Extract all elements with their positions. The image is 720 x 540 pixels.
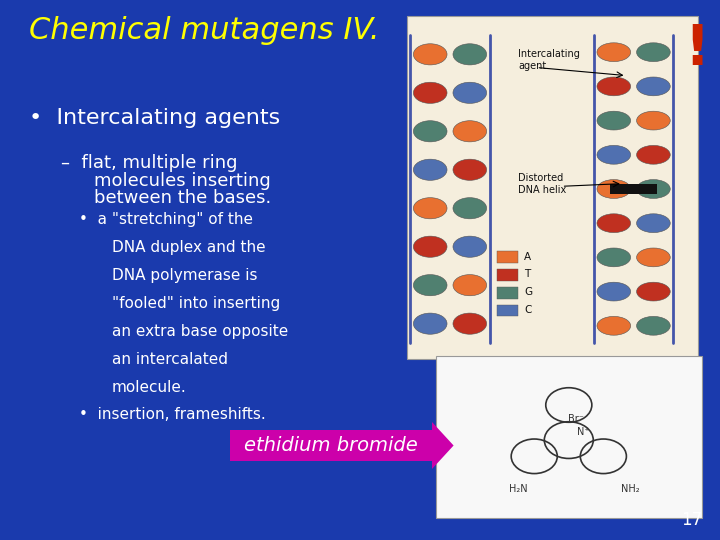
Text: molecule.: molecule.: [112, 380, 186, 395]
Text: an extra base opposite: an extra base opposite: [112, 324, 288, 339]
Ellipse shape: [636, 180, 670, 198]
Ellipse shape: [413, 198, 447, 219]
Text: Chemical mutagens IV.: Chemical mutagens IV.: [29, 16, 379, 45]
Text: ethidium bromide: ethidium bromide: [244, 436, 418, 455]
Text: "fooled" into inserting: "fooled" into inserting: [112, 296, 280, 311]
Ellipse shape: [597, 214, 631, 233]
Text: DNA polymerase is: DNA polymerase is: [112, 268, 257, 283]
Ellipse shape: [597, 282, 631, 301]
Ellipse shape: [636, 248, 670, 267]
Ellipse shape: [413, 44, 447, 65]
Text: •  a "stretching" of the: • a "stretching" of the: [79, 212, 253, 227]
Text: 17: 17: [681, 511, 702, 529]
Ellipse shape: [636, 77, 670, 96]
Text: G: G: [524, 287, 532, 297]
Ellipse shape: [597, 77, 631, 96]
Ellipse shape: [597, 316, 631, 335]
Ellipse shape: [453, 82, 487, 103]
Text: T: T: [524, 269, 531, 279]
Ellipse shape: [636, 282, 670, 301]
Ellipse shape: [636, 43, 670, 62]
Text: between the bases.: between the bases.: [94, 189, 271, 207]
Ellipse shape: [413, 121, 447, 142]
Bar: [497, 251, 518, 263]
Ellipse shape: [453, 275, 487, 296]
Text: Distorted
DNA helix: Distorted DNA helix: [518, 173, 567, 195]
Ellipse shape: [453, 198, 487, 219]
Ellipse shape: [597, 248, 631, 267]
Text: molecules inserting: molecules inserting: [94, 172, 270, 190]
Bar: [230, 430, 432, 461]
Ellipse shape: [413, 313, 447, 334]
Text: NH₂: NH₂: [621, 484, 639, 494]
Ellipse shape: [453, 313, 487, 334]
Ellipse shape: [413, 275, 447, 296]
Text: !: !: [684, 22, 710, 76]
Ellipse shape: [597, 180, 631, 198]
Text: H₂N: H₂N: [509, 484, 528, 494]
Ellipse shape: [413, 159, 447, 180]
Text: A: A: [524, 252, 531, 261]
Text: N⁺: N⁺: [577, 427, 590, 437]
Ellipse shape: [597, 145, 631, 164]
Polygon shape: [432, 422, 454, 469]
Ellipse shape: [636, 111, 670, 130]
Bar: [407, 16, 698, 359]
Ellipse shape: [453, 236, 487, 257]
Ellipse shape: [636, 316, 670, 335]
Bar: [497, 305, 518, 316]
Ellipse shape: [597, 111, 631, 130]
Bar: [497, 287, 518, 299]
Bar: [436, 356, 702, 518]
Text: Br⁻: Br⁻: [568, 414, 584, 423]
Text: DNA duplex and the: DNA duplex and the: [112, 240, 265, 255]
Text: an intercalated: an intercalated: [112, 352, 228, 367]
Text: Intercalating
agent: Intercalating agent: [518, 49, 580, 71]
Ellipse shape: [636, 145, 670, 164]
Bar: [610, 184, 657, 194]
Text: •  insertion, frameshifts.: • insertion, frameshifts.: [79, 407, 266, 422]
Ellipse shape: [453, 121, 487, 142]
Ellipse shape: [453, 159, 487, 180]
Bar: [497, 269, 518, 281]
Text: •  Intercalating agents: • Intercalating agents: [29, 108, 280, 128]
Ellipse shape: [413, 236, 447, 257]
Ellipse shape: [636, 214, 670, 233]
Text: C: C: [524, 305, 531, 315]
Ellipse shape: [453, 44, 487, 65]
Ellipse shape: [597, 43, 631, 62]
Ellipse shape: [413, 82, 447, 103]
Text: –  flat, multiple ring: – flat, multiple ring: [61, 154, 238, 172]
